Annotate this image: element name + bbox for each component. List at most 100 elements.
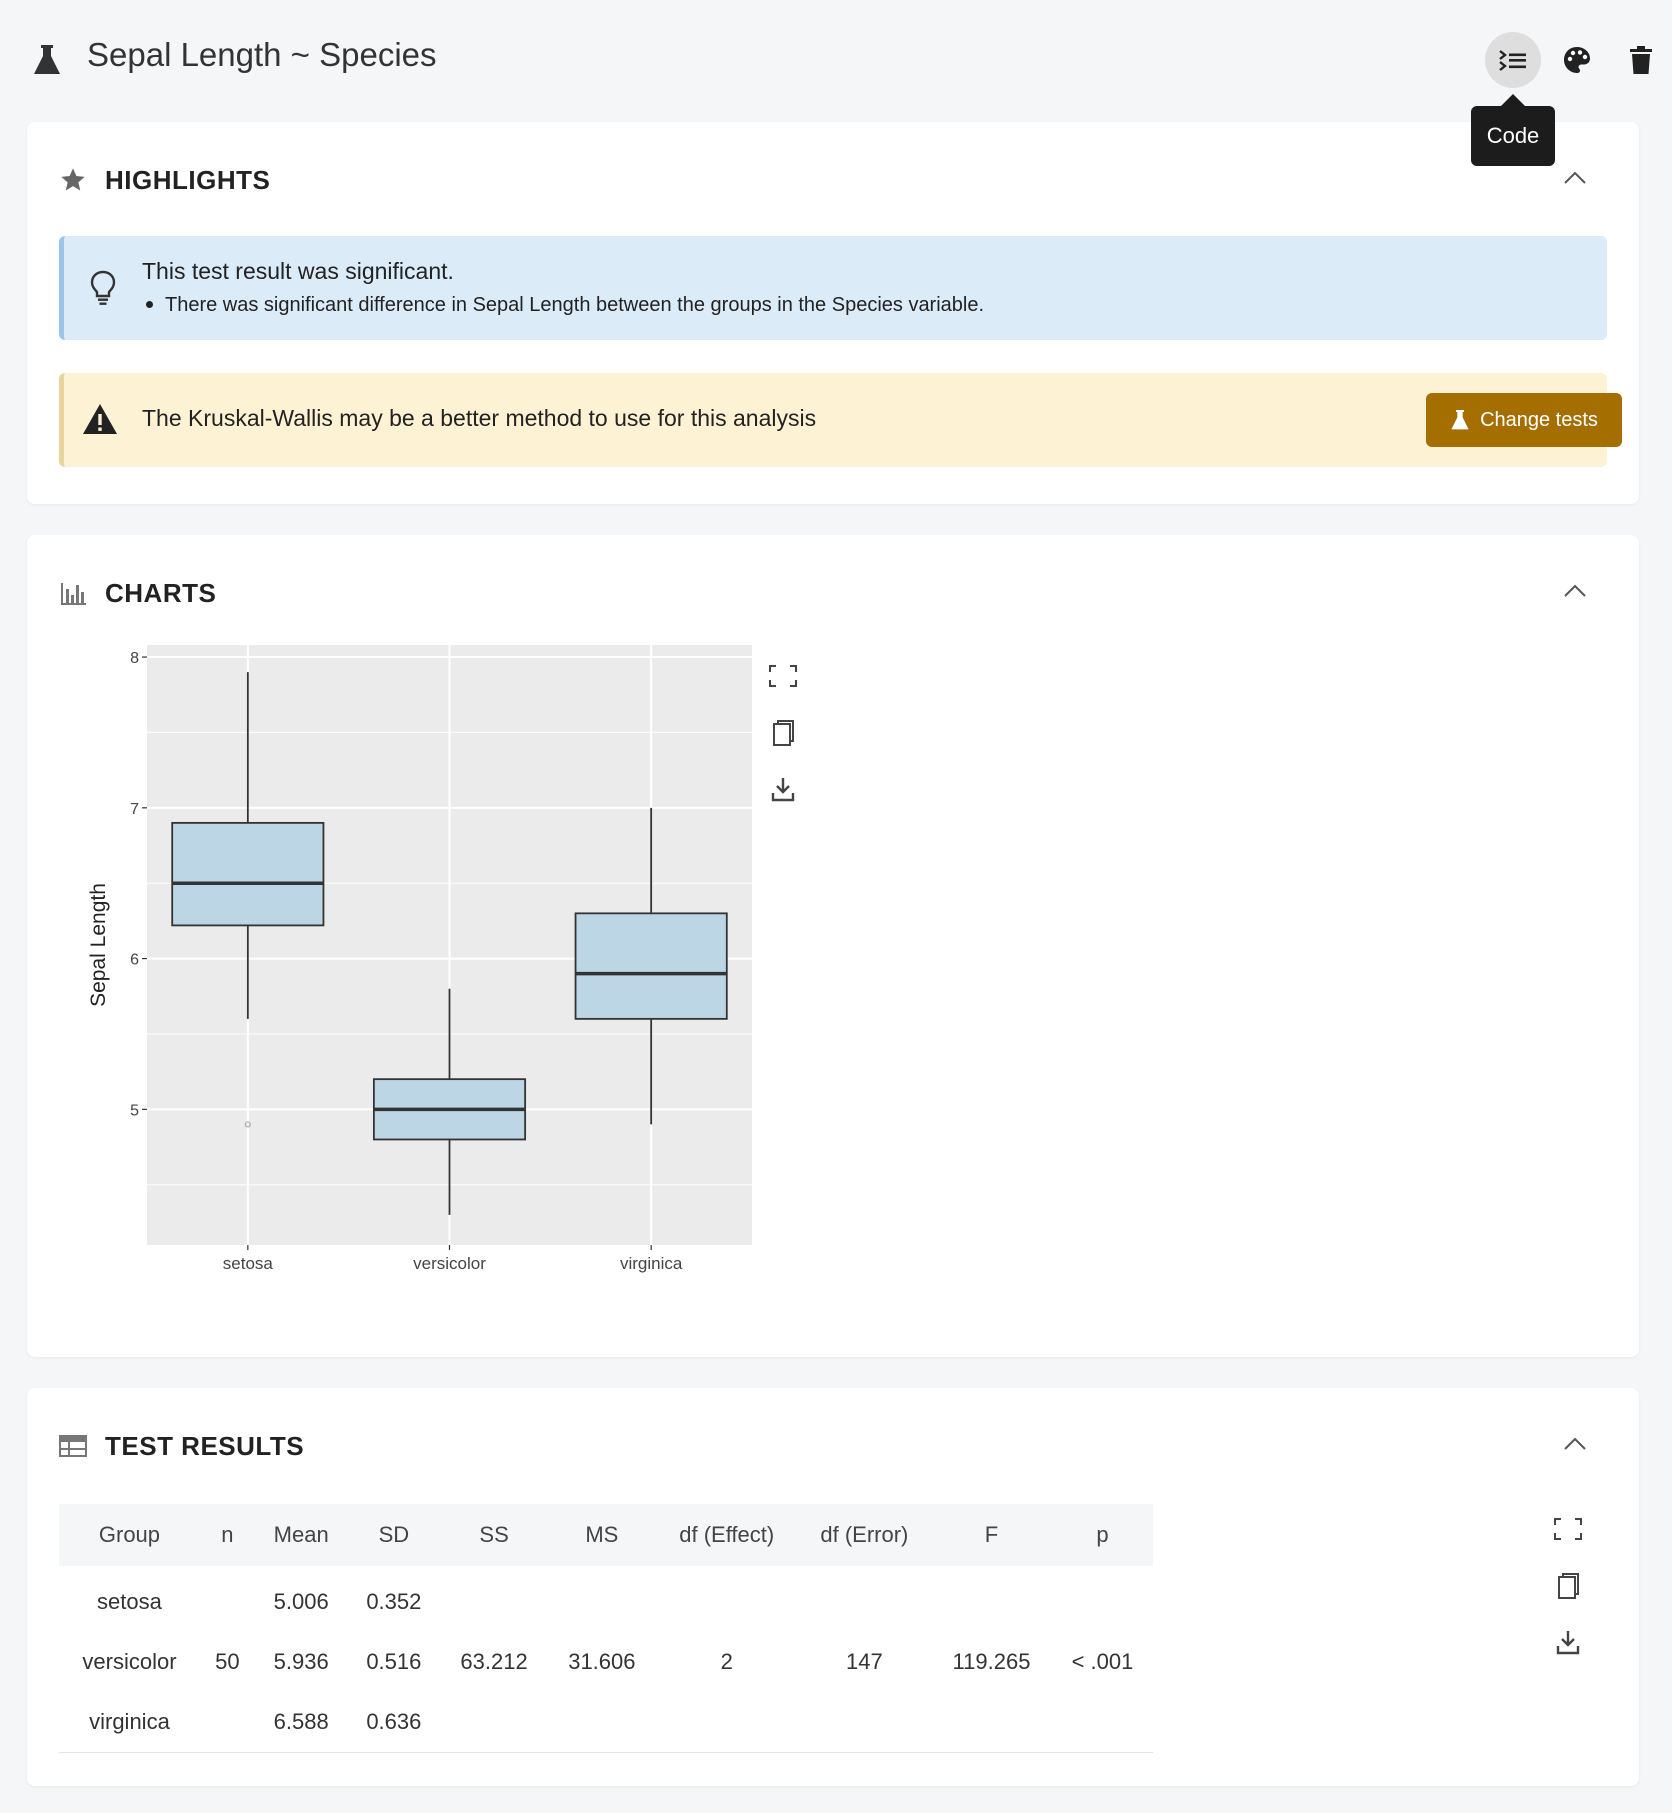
download-icon xyxy=(771,778,795,802)
chevron-up-icon[interactable] xyxy=(1561,164,1589,192)
table-cell xyxy=(200,1692,255,1753)
download-button[interactable] xyxy=(767,773,799,805)
column-header: Mean xyxy=(273,1522,329,1547)
fullscreen-icon xyxy=(769,665,797,687)
test-results-card: TEST RESULTS Group n Mean SD SS MS df (Effect)… xyxy=(27,1388,1639,1786)
column-header: MS xyxy=(585,1522,619,1547)
table-cell: 6.588 xyxy=(273,1709,329,1734)
table-cell: 5.006 xyxy=(273,1589,329,1614)
column-header: p xyxy=(1096,1522,1109,1547)
table-cell xyxy=(548,1566,656,1632)
table-cell xyxy=(1052,1566,1153,1632)
table-cell xyxy=(440,1566,548,1632)
alert-bullet: There was significant difference in Sepa… xyxy=(142,294,984,317)
table-body: setosa 5.006 0.352 versicolor 50 5.936 0.516 63… xyxy=(59,1566,1153,1753)
table-cell xyxy=(1052,1692,1153,1753)
change-tests-label: Change tests xyxy=(1480,408,1598,431)
table-cell: 147 xyxy=(846,1649,883,1674)
bar-chart-icon xyxy=(59,579,87,607)
method-warning: The Kruskal-Wallis may be a better metho… xyxy=(59,373,1622,467)
table-cell: 2 xyxy=(720,1649,733,1674)
download-icon xyxy=(1556,1631,1580,1655)
table-cell: < .001 xyxy=(1071,1649,1134,1674)
header: Sepal Length ~ Species Code xyxy=(0,0,1672,166)
table-cell xyxy=(931,1692,1052,1753)
table-cell xyxy=(548,1692,656,1753)
palette-icon xyxy=(1564,47,1590,73)
palette-button[interactable] xyxy=(1549,32,1605,88)
significance-alert: This test result was significant. There … xyxy=(59,236,1607,340)
change-tests-button[interactable]: Change tests xyxy=(1426,393,1622,447)
highlights-card: HIGHLIGHTS This test result was signific… xyxy=(27,122,1639,504)
alert-title: This test result was significant. xyxy=(142,258,454,284)
download-button[interactable] xyxy=(1552,1626,1584,1658)
table-cell xyxy=(200,1566,255,1632)
column-header: df (Error) xyxy=(820,1522,909,1547)
column-header: df (Effect) xyxy=(679,1522,775,1547)
x-tick-label: setosa xyxy=(223,1254,274,1273)
y-axis-label: Sepal Length xyxy=(87,883,110,1007)
page-title: Sepal Length ~ Species xyxy=(87,36,437,73)
outlier-point xyxy=(244,1121,251,1128)
table-row: versicolor 50 5.936 0.516 63.212 31.606 2 147 11… xyxy=(59,1632,1153,1692)
table-cell: 63.212 xyxy=(460,1649,528,1674)
x-tick-label: virginica xyxy=(620,1254,683,1273)
table-cell xyxy=(798,1566,931,1632)
y-tick-label: 8 xyxy=(130,650,139,667)
table-cell xyxy=(798,1692,931,1753)
charts-header: CHARTS xyxy=(59,575,216,611)
fullscreen-icon xyxy=(1554,1518,1582,1540)
table-cell: 31.606 xyxy=(568,1649,636,1674)
table-cell: 0.352 xyxy=(366,1589,422,1614)
alert-bullet-text: There was significant difference in Sepa… xyxy=(165,294,985,316)
warning-icon xyxy=(83,404,117,434)
table-cell: setosa xyxy=(97,1589,162,1614)
results-header: TEST RESULTS xyxy=(59,1428,304,1464)
copy-icon xyxy=(1558,1573,1579,1599)
fullscreen-button[interactable] xyxy=(1552,1513,1584,1545)
boxplot-chart: 5678setosaversicolorvirginicaSpeciesSepa… xyxy=(87,645,752,1273)
column-header: SD xyxy=(378,1522,410,1547)
results-title: TEST RESULTS xyxy=(105,1430,305,1461)
table-cell: 0.516 xyxy=(366,1649,422,1674)
column-header: SS xyxy=(479,1522,509,1547)
table-cell: versicolor xyxy=(82,1649,177,1674)
table-cell xyxy=(656,1692,798,1753)
table-cell: 5.936 xyxy=(273,1649,329,1674)
table-cell: virginica xyxy=(89,1709,170,1734)
table-cell xyxy=(931,1566,1052,1632)
warning-text: The Kruskal-Wallis may be a better metho… xyxy=(142,405,817,431)
star-icon xyxy=(59,166,87,194)
charts-title: CHARTS xyxy=(105,577,217,608)
flask-icon xyxy=(34,45,60,74)
table-cell: 50 xyxy=(215,1649,240,1674)
y-tick-label: 7 xyxy=(130,801,139,818)
chevron-up-icon[interactable] xyxy=(1561,577,1589,605)
y-tick-label: 5 xyxy=(130,1102,139,1119)
table-cell: 0.636 xyxy=(366,1709,422,1734)
code-icon xyxy=(1499,50,1526,71)
table-cell xyxy=(440,1692,548,1753)
code-button[interactable] xyxy=(1485,32,1541,88)
lightbulb-icon xyxy=(90,270,116,305)
column-header: n xyxy=(221,1522,234,1547)
trash-icon xyxy=(1630,46,1652,74)
box-setosa xyxy=(171,821,325,927)
table-row: setosa 5.006 0.352 xyxy=(59,1566,1153,1632)
box-virginica xyxy=(574,912,728,1020)
x-tick-label: versicolor xyxy=(413,1254,486,1273)
highlights-title: HIGHLIGHTS xyxy=(105,164,271,195)
copy-icon xyxy=(773,720,794,746)
table-cell xyxy=(656,1566,798,1632)
copy-button[interactable] xyxy=(767,717,799,749)
chevron-up-icon[interactable] xyxy=(1561,1430,1589,1458)
table-icon xyxy=(59,1432,87,1460)
y-tick-label: 6 xyxy=(130,952,139,969)
fullscreen-button[interactable] xyxy=(767,660,799,692)
delete-button[interactable] xyxy=(1613,32,1669,88)
column-header: Group xyxy=(98,1522,161,1547)
copy-button[interactable] xyxy=(1552,1570,1584,1602)
flask-icon xyxy=(1451,410,1469,430)
